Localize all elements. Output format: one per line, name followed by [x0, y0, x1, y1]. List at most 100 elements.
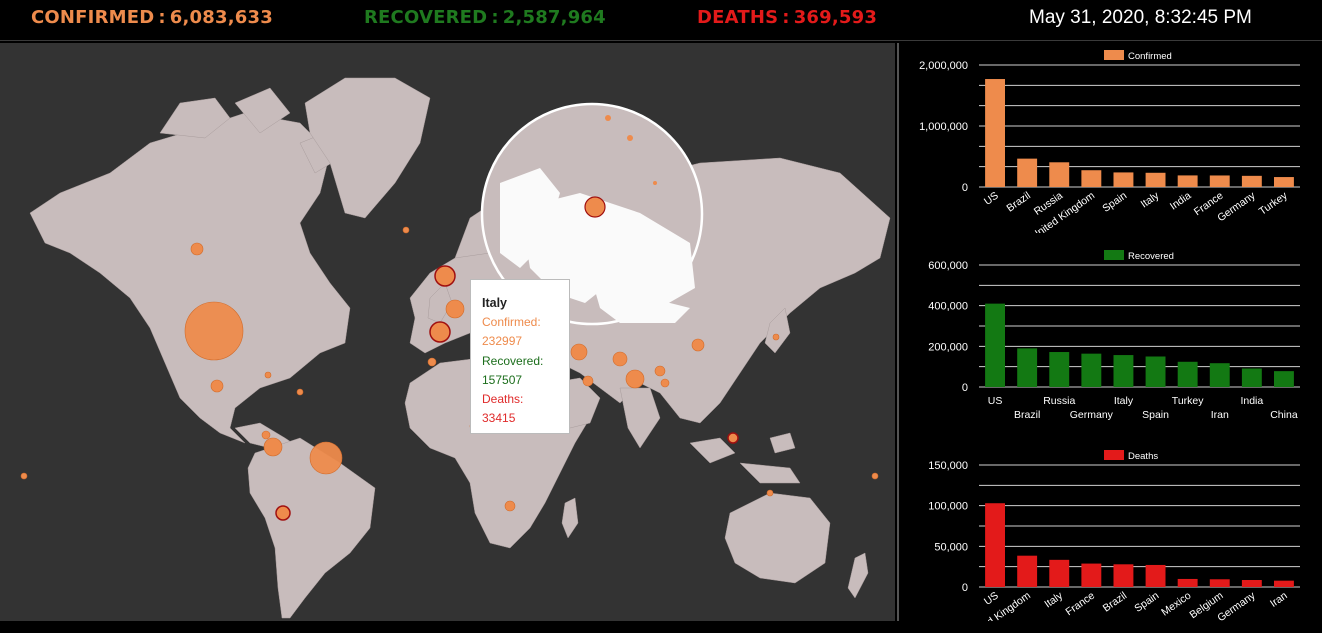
deaths-chart: Deaths 0 50,000 100,000 150,000 US United King… [899, 443, 1322, 633]
bar-brazil [1017, 348, 1038, 387]
southeast-asia-islands [689, 432, 801, 484]
x-tick-label: Italy [1114, 395, 1134, 407]
outbreak-bubbles [20, 226, 879, 521]
bar-india [1241, 368, 1262, 387]
x-tick-label: US [982, 190, 1001, 208]
bubble-colombia[interactable] [261, 430, 271, 440]
bubble-brazil[interactable] [309, 441, 343, 475]
bubble-indonesia[interactable] [727, 432, 739, 444]
datetime-display: May 31, 2020, 8:32:45 PM [1029, 7, 1252, 28]
legend-label: Recovered [1128, 251, 1174, 262]
bubble-india[interactable] [625, 369, 645, 389]
bar-germany [1241, 580, 1262, 587]
bubble-us[interactable] [184, 301, 244, 361]
bubble-mexico[interactable] [210, 379, 224, 393]
bubble-spain[interactable] [429, 321, 451, 343]
x-tick-label: Turkey [1257, 189, 1290, 217]
bubble-australia[interactable] [766, 489, 774, 497]
bubble-caribbean-1[interactable] [264, 371, 272, 379]
deaths-separator: : [782, 7, 790, 28]
world-map-canvas[interactable] [0, 43, 895, 621]
bar-italy [1049, 559, 1070, 587]
bubble-turkey[interactable] [570, 343, 588, 361]
bubble-hawaii[interactable] [20, 472, 28, 480]
recovered-chart-svg: Recovered 0 200,000 400,000 600,000 US BrazilR… [928, 250, 1300, 421]
x-tick-label: Spain [1142, 409, 1169, 421]
bar-germany [1081, 353, 1102, 387]
bar-us [985, 303, 1006, 387]
y-tick-label: 0 [962, 182, 968, 194]
bar-spain [1113, 172, 1134, 187]
deaths-label: DEATHS [697, 7, 779, 28]
south-america-land [247, 437, 376, 619]
bar-us [985, 79, 1006, 187]
world-map[interactable]: Italy Confirmed: 232997 Recovered: 15750… [0, 43, 895, 621]
x-tick-label: US [988, 395, 1003, 407]
bubble-japan[interactable] [772, 333, 780, 341]
bar-germany [1241, 175, 1262, 187]
bubble-iceland[interactable] [402, 226, 410, 234]
bubble-peru[interactable] [263, 437, 283, 457]
legend-swatch [1104, 450, 1124, 460]
x-tick-label: Brazil [1004, 190, 1032, 215]
bubble-morocco[interactable] [427, 357, 437, 367]
bubble-france[interactable] [445, 299, 465, 319]
bar-france [1081, 563, 1102, 587]
x-tick-label: France [1063, 590, 1097, 619]
bar-china [1273, 371, 1294, 387]
recovered-separator: : [491, 7, 499, 28]
tooltip-recovered-label: Recovered: [482, 353, 544, 368]
stats-header: CONFIRMED:6,083,633 RECOVERED:2,587,964 … [0, 0, 1322, 41]
bubble-pacific[interactable] [871, 472, 879, 480]
new-zealand-land [847, 552, 869, 599]
recovered-total: RECOVERED:2,587,964 [364, 7, 606, 28]
madagascar-land [561, 497, 579, 539]
legend-label: Confirmed [1128, 51, 1172, 62]
y-tick-label: 200,000 [928, 341, 968, 353]
deaths-total: DEATHS:369,593 [697, 7, 877, 28]
magnifier-lens[interactable] [480, 102, 704, 326]
bubble-bangladesh[interactable] [660, 378, 670, 388]
bubble-china[interactable] [691, 338, 705, 352]
x-tick-label: Italy [1042, 589, 1065, 610]
y-tick-label: 150,000 [928, 460, 968, 472]
bubble-canada[interactable] [190, 242, 204, 256]
bubble-uk[interactable] [434, 265, 456, 287]
x-tick-label: Turkey [1172, 395, 1204, 407]
bubble-saudi[interactable] [582, 375, 594, 387]
bubble-caribbean-2[interactable] [296, 388, 304, 396]
chart-legend: Deaths [1104, 450, 1158, 462]
greenland-land [304, 77, 431, 219]
bar-turkey [1273, 177, 1294, 187]
bubble-south-africa[interactable] [504, 500, 516, 512]
tooltip-recovered-value: 157507 [482, 372, 523, 387]
x-tick-label: Spain [1100, 190, 1129, 215]
confirmed-separator: : [158, 7, 166, 28]
x-tick-label: Spain [1132, 590, 1161, 615]
bubble-chile[interactable] [275, 505, 291, 521]
x-tick-label: Italy [1139, 189, 1162, 210]
bar-italy [1113, 355, 1134, 387]
bar-us [985, 503, 1006, 587]
bar-turkey [1177, 361, 1198, 387]
tooltip-deaths-label: Deaths: [482, 392, 524, 407]
y-tick-label: 400,000 [928, 301, 968, 313]
x-tick-label: Brazil [1014, 409, 1040, 421]
recovered-value: 2,587,964 [502, 7, 606, 28]
chart-legend: Recovered [1104, 250, 1174, 262]
tooltip-confirmed-label: Confirmed: [482, 315, 541, 330]
tooltip-deaths-value: 33415 [482, 411, 516, 426]
recovered-label: RECOVERED [364, 7, 488, 28]
y-tick-label: 50,000 [934, 541, 968, 553]
bubble-pakistan[interactable] [654, 365, 666, 377]
y-tick-label: 100,000 [928, 501, 968, 513]
bar-brazil [1113, 564, 1134, 587]
bar-spain [1145, 356, 1166, 387]
bar-france [1209, 175, 1230, 187]
x-tick-label: United Kingdom [965, 589, 1033, 621]
y-tick-label: 0 [962, 382, 968, 394]
tooltip-confirmed-value: 232997 [482, 334, 523, 349]
bubble-iran[interactable] [612, 351, 628, 367]
x-tick-label: China [1270, 409, 1298, 421]
